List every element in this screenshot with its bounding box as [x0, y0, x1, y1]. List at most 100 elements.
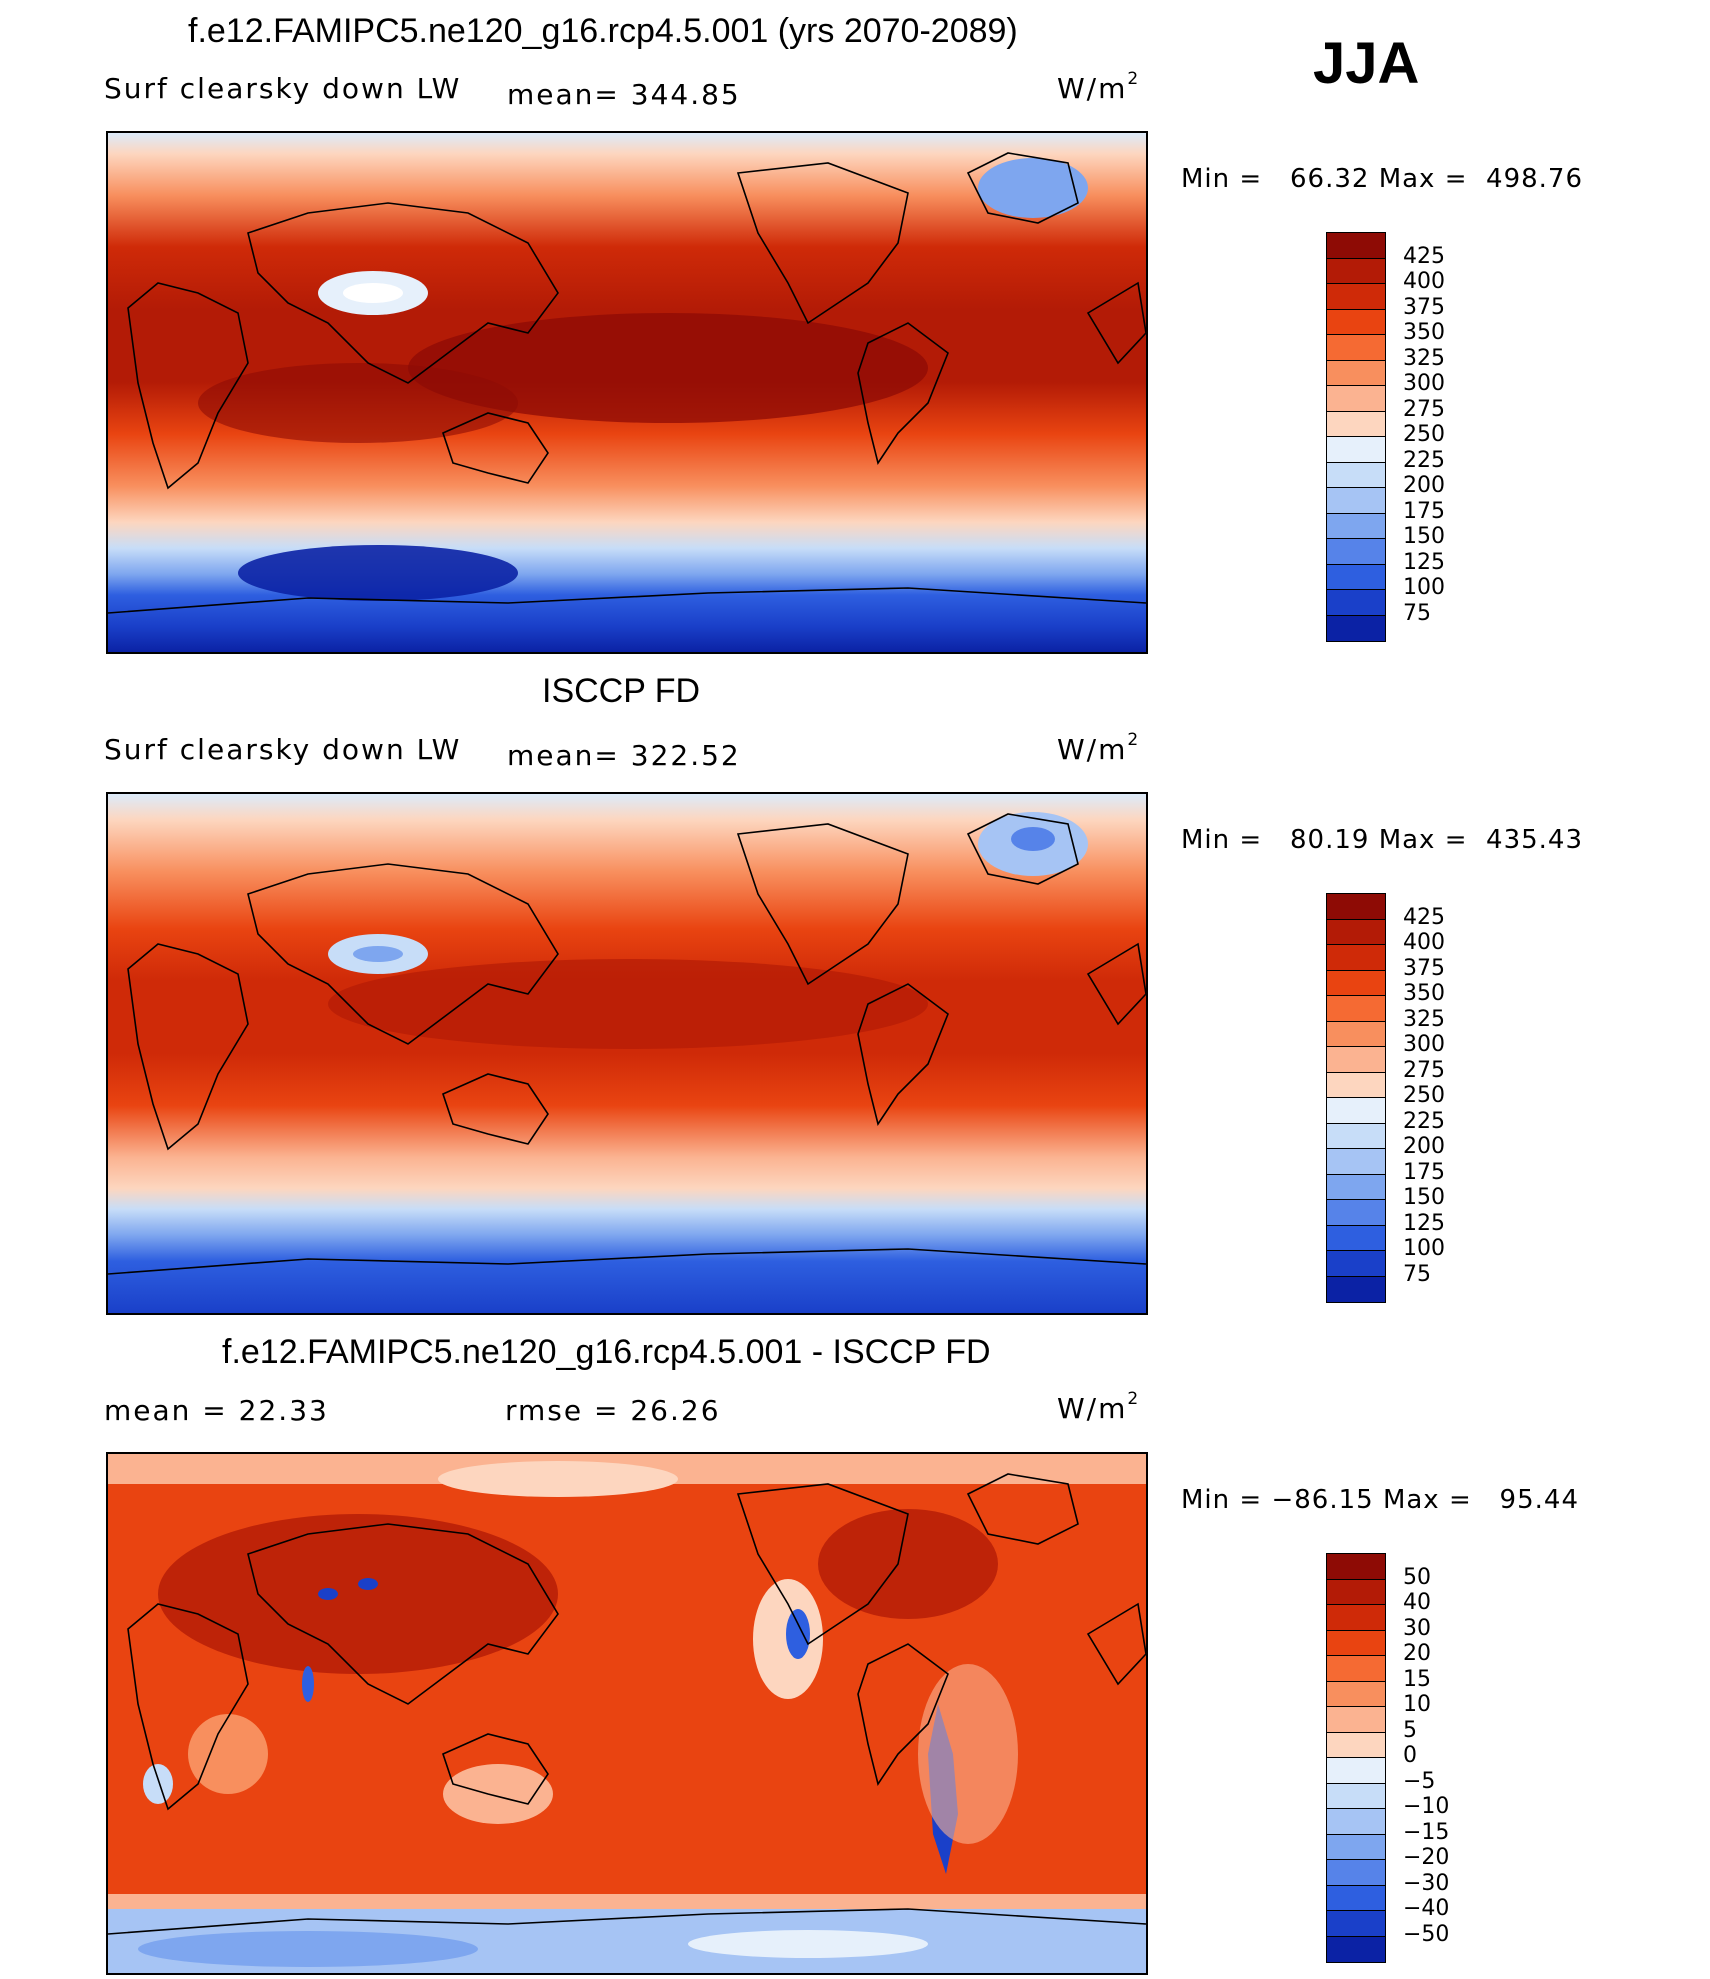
colorbar-tick-label: −15 — [1403, 1819, 1450, 1845]
colorbar-swatch — [1327, 1656, 1385, 1682]
colorbar-tick-label: 400 — [1403, 930, 1445, 955]
colorbar-swatch — [1327, 1225, 1385, 1251]
panel1-title: f.e12.FAMIPC5.ne120_g16.rcp4.5.001 (yrs … — [188, 12, 1018, 50]
colorbar-tick-label: 100 — [1403, 575, 1445, 600]
colorbar-tick-label: −5 — [1403, 1768, 1436, 1794]
panel1-map — [106, 131, 1148, 654]
colorbar-tick-label: 275 — [1403, 396, 1445, 422]
colorbar-swatch — [1327, 1021, 1385, 1047]
colorbar-tick-label: 50 — [1403, 1564, 1431, 1590]
colorbar-swatch — [1327, 386, 1385, 412]
colorbar-swatch — [1327, 1885, 1385, 1911]
colorbar-swatch — [1327, 488, 1385, 514]
panel2-map-svg — [108, 794, 1146, 1313]
colorbar-swatch — [1327, 1072, 1385, 1098]
colorbar-tick-label: 75 — [1403, 1261, 1431, 1287]
panel2-colorbar — [1326, 893, 1386, 1303]
colorbar-tick-label: 125 — [1403, 1210, 1445, 1236]
colorbar-swatch — [1327, 309, 1385, 335]
panel3-colorbar — [1326, 1553, 1386, 1963]
panel3-units: W/m2 — [1057, 1388, 1141, 1425]
colorbar-tick-label: 350 — [1403, 981, 1445, 1006]
colorbar-swatch — [1327, 564, 1385, 590]
colorbar-swatch — [1327, 919, 1385, 945]
colorbar-swatch — [1327, 1123, 1385, 1149]
panel1-colorbar — [1326, 232, 1386, 642]
colorbar-swatch — [1327, 1911, 1385, 1937]
colorbar-tick-label: 350 — [1403, 320, 1445, 345]
colorbar-tick-label: 425 — [1403, 243, 1445, 269]
colorbar-swatch — [1327, 1758, 1385, 1784]
panel1-map-svg — [108, 133, 1146, 652]
colorbar-tick-label: 30 — [1403, 1615, 1431, 1641]
colorbar-swatch — [1327, 1149, 1385, 1175]
colorbar-swatch — [1327, 1174, 1385, 1200]
panel1-units: W/m2 — [1057, 68, 1141, 105]
panel3-minmax: Min = −86.15 Max = 95.44 — [1181, 1485, 1579, 1515]
panel3-rmse-label: rmse = 26.26 — [505, 1394, 721, 1427]
colorbar-swatch — [1327, 360, 1385, 386]
colorbar-swatch — [1327, 411, 1385, 437]
colorbar-swatch — [1327, 970, 1385, 996]
colorbar-tick-label: −30 — [1403, 1870, 1450, 1896]
panel2-map — [106, 792, 1148, 1315]
colorbar-tick-label: 300 — [1403, 371, 1445, 396]
colorbar-swatch — [1327, 894, 1385, 920]
colorbar-swatch — [1327, 1579, 1385, 1605]
season-label: JJA — [1313, 31, 1420, 96]
colorbar-swatch — [1327, 1732, 1385, 1758]
colorbar-tick-label: 300 — [1403, 1032, 1445, 1057]
colorbar-tick-label: −10 — [1403, 1794, 1450, 1819]
colorbar-swatch — [1327, 996, 1385, 1022]
colorbar-tick-label: 225 — [1403, 1108, 1445, 1134]
colorbar-swatch — [1327, 1630, 1385, 1656]
panel1-variable-label: Surf clearsky down LW — [104, 72, 462, 105]
colorbar-tick-label: 250 — [1403, 1083, 1445, 1108]
colorbar-tick-label: 425 — [1403, 904, 1445, 930]
panel3-mean-label: mean = 22.33 — [104, 1394, 329, 1427]
panel2-mean-label: mean= 322.52 — [507, 739, 741, 772]
colorbar-tick-label: 225 — [1403, 447, 1445, 473]
colorbar-tick-label: 100 — [1403, 1236, 1445, 1261]
colorbar-tick-label: 325 — [1403, 345, 1445, 371]
colorbar-swatch — [1327, 258, 1385, 284]
panel2-coastlines — [108, 813, 1146, 1275]
colorbar-tick-label: 250 — [1403, 422, 1445, 447]
panel2-minmax: Min = 80.19 Max = 435.43 — [1181, 825, 1584, 855]
panel3-map-svg — [108, 1454, 1146, 1973]
panel2-title: ISCCP FD — [542, 672, 701, 710]
panel2-units: W/m2 — [1057, 729, 1141, 766]
panel1-minmax: Min = 66.32 Max = 498.76 — [1181, 164, 1584, 194]
colorbar-tick-label: 275 — [1403, 1057, 1445, 1083]
colorbar-swatch — [1327, 1251, 1385, 1277]
colorbar-swatch — [1327, 1047, 1385, 1073]
panel3-title: f.e12.FAMIPC5.ne120_g16.rcp4.5.001 - ISC… — [222, 1333, 991, 1371]
colorbar-swatch — [1327, 1860, 1385, 1886]
panel3-map — [106, 1452, 1148, 1975]
panel3-coastlines — [108, 1473, 1146, 1935]
colorbar-tick-label: 375 — [1403, 294, 1445, 320]
colorbar-swatch — [1327, 1809, 1385, 1835]
colorbar-tick-label: 200 — [1403, 473, 1445, 498]
colorbar-swatch — [1327, 1783, 1385, 1809]
colorbar-tick-label: −20 — [1403, 1845, 1450, 1870]
colorbar-swatch — [1327, 335, 1385, 361]
colorbar-swatch — [1327, 1605, 1385, 1631]
colorbar-tick-label: 0 — [1403, 1743, 1417, 1768]
colorbar-tick-label: 150 — [1403, 524, 1445, 549]
colorbar-swatch — [1327, 284, 1385, 310]
colorbar-swatch — [1327, 590, 1385, 616]
colorbar-swatch — [1327, 437, 1385, 463]
panel1-mean-label: mean= 344.85 — [507, 78, 741, 111]
colorbar-swatch — [1327, 945, 1385, 971]
colorbar-swatch — [1327, 1554, 1385, 1580]
colorbar-swatch — [1327, 1834, 1385, 1860]
colorbar-swatch — [1327, 462, 1385, 488]
colorbar-tick-label: −50 — [1403, 1921, 1450, 1947]
colorbar-tick-label: 20 — [1403, 1641, 1431, 1666]
colorbar-tick-label: 75 — [1403, 600, 1431, 626]
colorbar-swatch — [1327, 513, 1385, 539]
colorbar-tick-label: 150 — [1403, 1185, 1445, 1210]
colorbar-swatch — [1327, 1276, 1385, 1302]
colorbar-swatch — [1327, 539, 1385, 565]
